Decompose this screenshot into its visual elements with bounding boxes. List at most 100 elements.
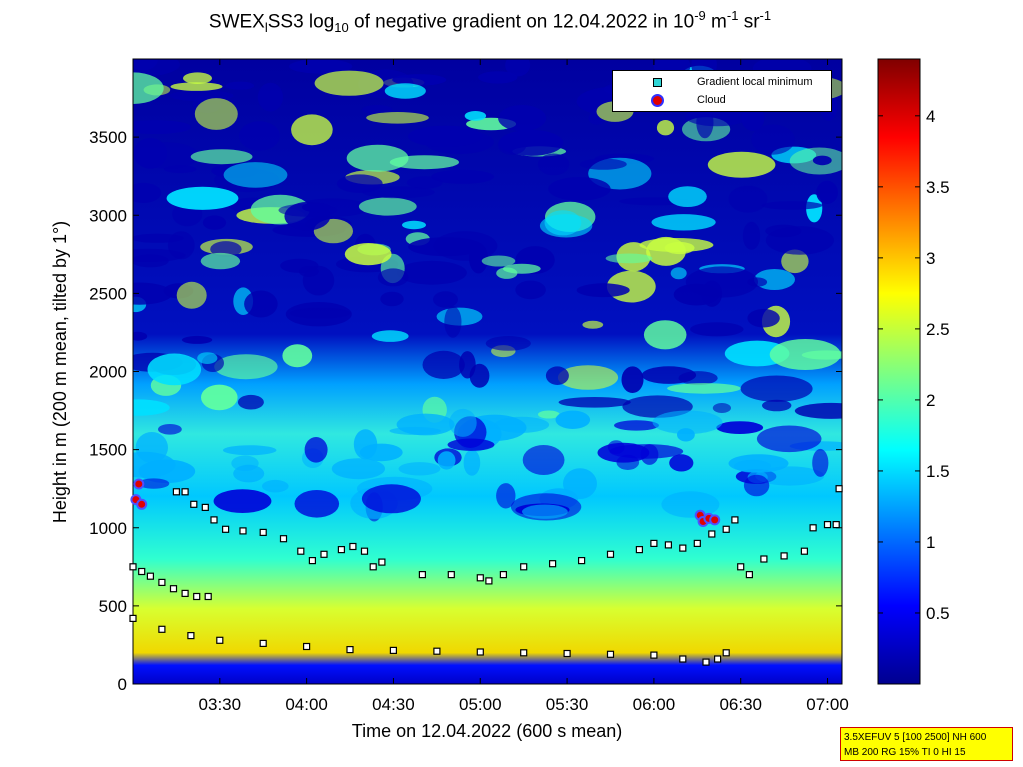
heatmap-patch: [285, 302, 352, 327]
gradient-minimum-point: [650, 651, 658, 659]
heatmap-patch: [237, 394, 264, 410]
y-tick-label: 2500: [89, 284, 127, 303]
heatmap-patch: [478, 71, 518, 84]
heatmap-patch: [138, 478, 170, 489]
gradient-minimum-point: [210, 516, 218, 524]
colorbar-tick-label: 2.5: [926, 320, 950, 339]
heatmap-patch: [538, 410, 560, 419]
legend: Gradient local minimum Cloud: [612, 70, 832, 112]
gradient-minimum-point: [369, 563, 377, 571]
heatmap-patch: [743, 474, 770, 497]
y-axis-label: Height in m (200 m mean, tilted by 1°): [50, 221, 70, 523]
heatmap-patch: [361, 484, 421, 514]
heatmap-patch: [539, 214, 593, 238]
heatmap-patch: [463, 449, 481, 476]
heatmap-patch: [239, 121, 280, 151]
heatmap-patch: [769, 339, 841, 370]
heatmap-patch: [812, 448, 829, 477]
heatmap-patch: [406, 176, 443, 189]
heatmap-patch: [158, 424, 182, 435]
heatmap-patch: [545, 366, 569, 386]
heatmap-patch: [712, 403, 732, 413]
gradient-minimum-point: [745, 570, 754, 579]
gradient-minimum-point: [204, 592, 212, 601]
heatmap-patch: [201, 384, 238, 411]
heatmap-patch: [502, 263, 541, 274]
red-dot-icon: [651, 94, 664, 107]
y-tick-label: 3500: [89, 128, 127, 147]
heatmap-patch: [464, 111, 487, 121]
heatmap-patch: [353, 429, 378, 460]
heatmap-patch: [377, 268, 409, 287]
colorbar-tick-label: 1: [926, 533, 935, 552]
heatmap-patch: [756, 425, 822, 453]
cloud-point: [709, 514, 721, 526]
heatmap-patch: [433, 291, 458, 308]
gradient-minimum-point: [146, 572, 154, 580]
gradient-minimum-point: [722, 525, 730, 533]
series-layer: [129, 478, 843, 666]
heatmap-patch: [431, 169, 494, 184]
heatmap-patch: [366, 112, 429, 124]
heatmap-patch: [223, 162, 288, 188]
legend-label: Gradient local minimum: [697, 76, 813, 88]
gradient-minimum-point: [702, 658, 710, 666]
heatmap-patch: [133, 142, 200, 169]
heatmap-patch: [200, 252, 241, 270]
x-tick-label: 05:30: [546, 695, 589, 714]
gradient-minimum-point: [297, 547, 305, 555]
heatmap-patch: [133, 248, 186, 262]
gradient-minimum-point: [606, 550, 615, 558]
legend-item-gradient-minimum: Gradient local minimum: [613, 74, 831, 92]
heatmap-patch: [197, 352, 218, 364]
heatmap-patch: [384, 83, 426, 99]
colorbar-tick-label: 2: [926, 391, 935, 410]
gradient-minimum-point: [650, 539, 658, 548]
heatmap-patch: [291, 114, 333, 146]
heatmap-patch: [424, 129, 494, 155]
heatmap-patch: [147, 353, 202, 386]
heatmap-patch: [670, 267, 687, 280]
gradient-minimum-point: [129, 614, 137, 623]
gradient-minimum-point: [520, 649, 528, 657]
y-tick-label: 3000: [89, 206, 127, 225]
heatmap-patch: [422, 350, 465, 379]
gradient-minimum-point: [303, 642, 311, 651]
heatmap-patch: [728, 185, 768, 213]
gradient-minimum-point: [737, 563, 745, 571]
heatmap-patch: [133, 399, 170, 416]
gradient-minimum-point: [499, 570, 507, 579]
x-tick-label: 06:30: [719, 695, 762, 714]
heatmap-patch: [231, 455, 259, 472]
heatmap-patch: [669, 454, 694, 472]
gradient-minimum-point: [809, 524, 817, 532]
gradient-minimum-point: [129, 563, 137, 571]
heatmap-patch: [794, 402, 842, 419]
heatmap-patch: [728, 454, 789, 473]
heatmap-patch: [641, 366, 697, 384]
heatmap-patch: [133, 72, 164, 104]
cloud-point: [133, 478, 145, 490]
heatmap-patch: [515, 280, 546, 300]
heatmap-patch: [294, 490, 340, 518]
heatmap-patch: [656, 120, 675, 136]
gradient-minimum-point: [693, 539, 701, 548]
heatmap-patch: [481, 255, 516, 267]
gradient-minimum-point: [320, 550, 328, 558]
gradient-minimum-point: [722, 649, 730, 657]
chart-title: SWEXlSS3 log10 of negative gradient on 1…: [208, 8, 772, 36]
heatmap-patch: [690, 322, 744, 337]
heatmap-patch: [133, 120, 192, 135]
gradient-minimum-point: [172, 488, 180, 496]
heatmap-patch: [639, 238, 714, 252]
heatmap-patch: [398, 462, 441, 476]
gradient-minimum-point: [835, 485, 843, 493]
heatmap-patch: [557, 365, 619, 390]
heatmap-patch: [396, 413, 455, 436]
heatmap-patch: [362, 186, 435, 199]
y-axis: 0 500 1000 1500 2000 2500 3000 3500: [89, 128, 842, 694]
heatmap-patch: [402, 220, 426, 230]
heatmap-patch: [358, 197, 417, 216]
heatmap-patch: [751, 124, 795, 155]
